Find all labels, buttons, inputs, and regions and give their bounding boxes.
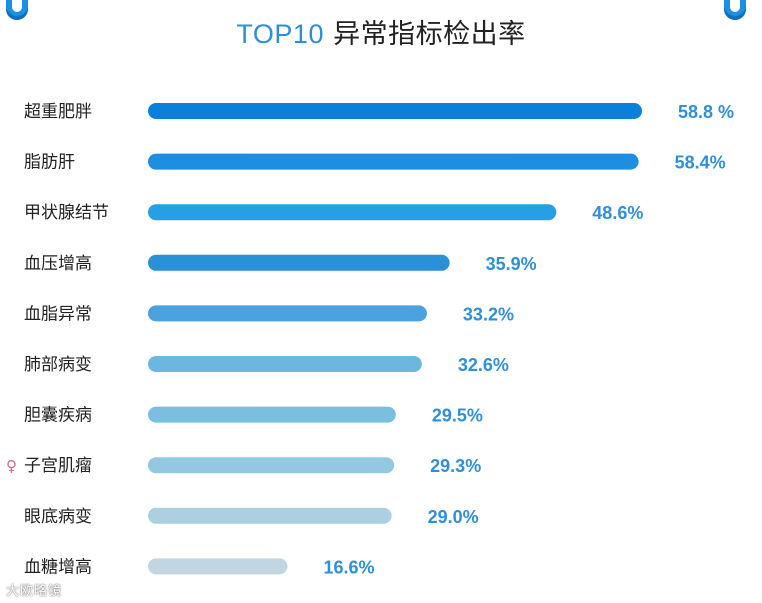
category-label: 超重肥胖 [24,102,92,122]
blue-pin-left-icon [6,0,28,20]
value-label: 29.3% [430,456,481,476]
category-label: 脂肪肝 [24,153,75,173]
blue-pin-right-icon [724,0,746,20]
chart-title-text: 异常指标检出率 [323,19,526,50]
category-label: 子宫肌瘤 [24,456,92,476]
bar [148,153,639,170]
bar [148,507,392,524]
bar [148,356,422,372]
value-label: 58.4% [675,153,726,173]
value-label: 16.6% [323,557,374,577]
category-label: 眼底病变 [24,507,92,527]
category-label: 胆囊疾病 [24,406,92,426]
category-label: 肺部病变 [24,355,92,375]
value-label: 29.0% [428,507,479,527]
chart-title-highlight: TOP10 [236,19,324,49]
value-label: 35.9% [486,254,537,274]
value-label: 48.6% [592,203,643,223]
bar [148,103,642,119]
bar [148,558,288,575]
female-icon: ♀ [6,457,17,475]
watermark: 大欧略镜 [6,584,63,599]
chart-title: TOP10 异常指标检出率 [0,14,762,55]
value-label: 58.8 % [678,102,734,122]
bar [148,457,395,474]
value-label: 32.6% [458,355,509,375]
category-label: 血脂异常 [24,304,92,324]
bar [148,254,450,271]
category-label: 甲状腺结节 [24,203,109,223]
bar [148,305,427,322]
bar [148,204,557,221]
category-label: 血糖增高 [24,557,92,577]
value-label: 33.2% [463,304,514,324]
value-label: 29.5% [432,406,483,426]
bar [148,406,396,423]
category-label: 血压增高 [24,254,92,274]
